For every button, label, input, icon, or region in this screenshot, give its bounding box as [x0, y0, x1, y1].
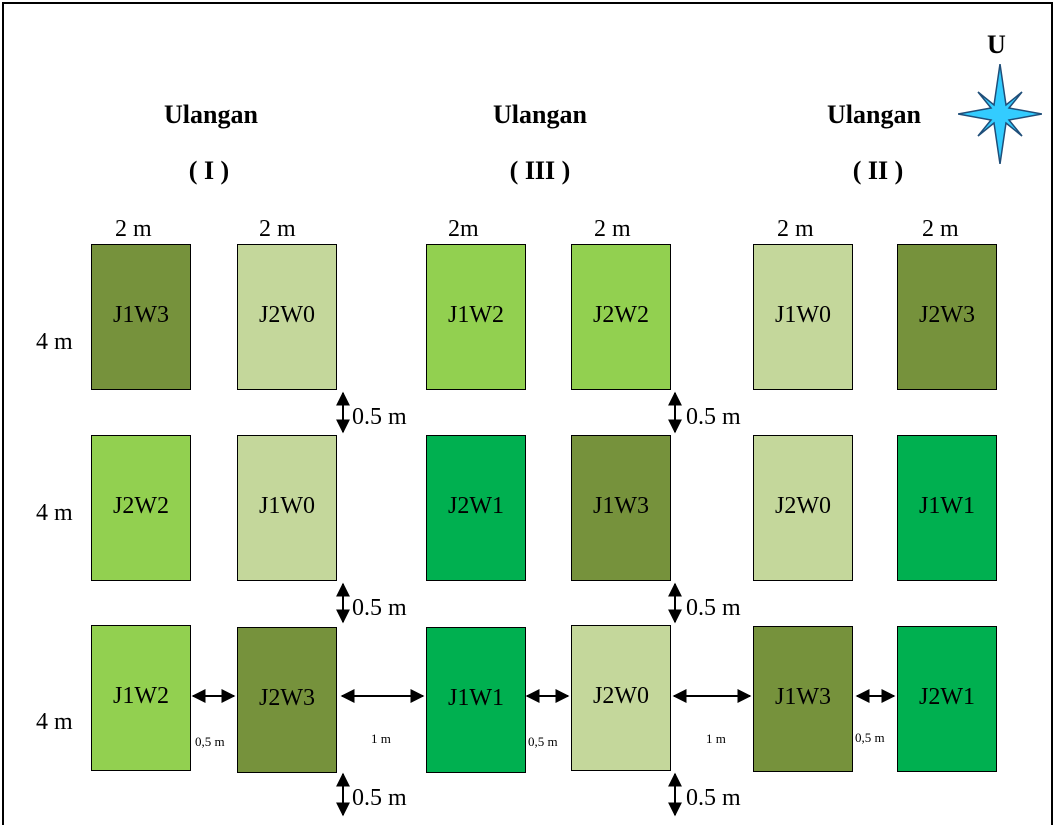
row-height-label: 4 m: [36, 709, 73, 735]
column-width-label: 2 m: [777, 216, 814, 242]
column-width-label: 2m: [448, 216, 479, 242]
plot-label: J1W2: [448, 301, 504, 328]
plot-cell: J2W0: [571, 625, 671, 771]
row-gap-label: 0.5 m: [686, 785, 741, 811]
north-label: U: [987, 30, 1006, 59]
replicate-1-heading: Ulangan: [164, 100, 258, 129]
replicate-gap-label: 1 m: [371, 731, 391, 746]
plot-cell: J2W1: [897, 626, 997, 772]
plot-label: J1W3: [593, 492, 649, 519]
plot-cell: J1W0: [237, 435, 337, 581]
plot-label: J1W3: [113, 301, 169, 328]
replicate-3-heading: Ulangan: [827, 100, 921, 129]
plot-cell: J1W0: [753, 244, 853, 390]
row-gap-label: 0.5 m: [352, 785, 407, 811]
row-height-label: 4 m: [36, 329, 73, 355]
plot-cell: J2W2: [91, 435, 191, 581]
replicate-2-number: ( III ): [509, 156, 571, 185]
plot-label: J2W1: [448, 492, 504, 519]
plot-label: J2W0: [775, 492, 831, 519]
plot-cell: J2W3: [897, 244, 997, 390]
row-gap-label: 0.5 m: [352, 595, 407, 621]
plot-label: J1W0: [259, 492, 315, 519]
plot-cell: J1W3: [571, 435, 671, 581]
plot-label: J2W2: [113, 492, 169, 519]
replicate-3-number: ( II ): [852, 156, 904, 185]
plot-cell: J2W0: [237, 244, 337, 390]
plot-gap-label: 0,5 m: [855, 730, 885, 745]
plot-cell: J2W2: [571, 244, 671, 390]
plot-label: J2W1: [919, 683, 975, 710]
plot-cell: J1W2: [426, 244, 526, 390]
plot-label: J1W1: [448, 684, 504, 711]
plot-gap-label: 0,5 m: [195, 734, 225, 749]
plot-cell: J1W1: [426, 627, 526, 773]
row-gap-label: 0.5 m: [686, 595, 741, 621]
plot-label: J2W0: [593, 682, 649, 709]
plot-label: J2W2: [593, 301, 649, 328]
column-width-label: 2 m: [594, 216, 631, 242]
row-gap-label: 0.5 m: [686, 404, 741, 430]
row-height-label: 4 m: [36, 500, 73, 526]
plot-label: J2W0: [259, 301, 315, 328]
plot-cell: J1W3: [753, 626, 853, 772]
plot-label: J1W0: [775, 301, 831, 328]
column-width-label: 2 m: [259, 216, 296, 242]
column-width-label: 2 m: [922, 216, 959, 242]
plot-label: J2W3: [919, 301, 975, 328]
plot-label: J1W1: [919, 492, 975, 519]
plot-cell: J2W3: [237, 627, 337, 773]
compass-star-icon: [958, 64, 1042, 164]
replicate-gap-label: 1 m: [706, 731, 726, 746]
plot-cell: J2W1: [426, 435, 526, 581]
plot-cell: J1W2: [91, 625, 191, 771]
plot-label: J1W2: [113, 682, 169, 709]
plot-cell: J1W1: [897, 435, 997, 581]
plot-gap-label: 0,5 m: [528, 734, 558, 749]
row-gap-label: 0.5 m: [352, 404, 407, 430]
plot-label: J1W3: [775, 683, 831, 710]
column-width-label: 2 m: [115, 216, 152, 242]
replicate-1-number: ( I ): [188, 156, 230, 185]
replicate-2-heading: Ulangan: [493, 100, 587, 129]
plot-cell: J2W0: [753, 435, 853, 581]
plot-label: J2W3: [259, 684, 315, 711]
plot-cell: J1W3: [91, 244, 191, 390]
